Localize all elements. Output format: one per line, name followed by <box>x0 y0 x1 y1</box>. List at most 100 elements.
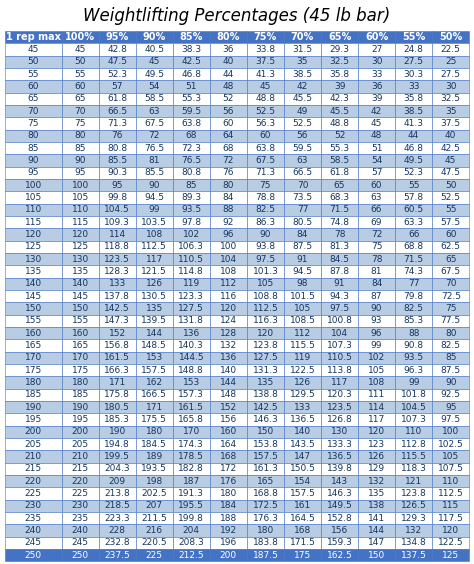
Text: 95: 95 <box>27 168 39 177</box>
Text: 150: 150 <box>72 304 89 313</box>
Bar <box>62 450 99 462</box>
Text: 160: 160 <box>72 329 89 338</box>
Bar <box>284 179 321 191</box>
Text: 117: 117 <box>146 254 163 263</box>
Text: 90: 90 <box>27 156 39 165</box>
Text: 157.5: 157.5 <box>253 452 278 461</box>
Text: 161.5: 161.5 <box>178 403 204 412</box>
Text: 168.8: 168.8 <box>253 489 278 498</box>
Text: 29.3: 29.3 <box>329 45 349 54</box>
Bar <box>99 536 136 549</box>
Bar <box>395 142 432 155</box>
Bar <box>210 364 247 376</box>
Text: 146.3: 146.3 <box>253 415 278 424</box>
Bar <box>5 166 62 179</box>
Bar <box>247 130 284 142</box>
Bar <box>395 56 432 68</box>
Bar <box>99 327 136 340</box>
Text: 77: 77 <box>408 279 419 288</box>
Bar <box>432 204 469 216</box>
Bar <box>173 80 210 92</box>
Text: 166.5: 166.5 <box>141 390 167 399</box>
Bar <box>99 105 136 117</box>
Text: 191.3: 191.3 <box>178 489 204 498</box>
Bar <box>321 512 358 524</box>
Bar <box>62 265 99 277</box>
Text: 180: 180 <box>146 427 163 436</box>
Text: 94.3: 94.3 <box>329 292 349 301</box>
Text: 41.3: 41.3 <box>255 70 275 78</box>
Text: 48.8: 48.8 <box>255 94 275 103</box>
Text: 105: 105 <box>25 193 42 202</box>
Text: 195: 195 <box>72 415 89 424</box>
Text: 75: 75 <box>74 119 86 128</box>
Bar <box>5 401 62 413</box>
Bar <box>173 228 210 241</box>
Text: 150: 150 <box>368 550 385 559</box>
Bar <box>432 43 469 56</box>
Bar <box>62 92 99 105</box>
Text: 101.5: 101.5 <box>290 292 315 301</box>
Text: 60: 60 <box>260 131 271 140</box>
Text: 218.5: 218.5 <box>104 501 130 510</box>
Bar <box>99 204 136 216</box>
Text: 220: 220 <box>25 477 42 486</box>
Bar <box>62 228 99 241</box>
Bar <box>62 438 99 450</box>
Text: 120: 120 <box>368 427 385 436</box>
Bar <box>210 549 247 561</box>
Bar <box>284 351 321 364</box>
Text: 153: 153 <box>146 353 163 362</box>
Bar <box>358 204 395 216</box>
Text: 230: 230 <box>25 501 42 510</box>
Bar <box>395 512 432 524</box>
Bar <box>62 315 99 327</box>
Bar <box>321 241 358 253</box>
Text: 64: 64 <box>223 131 234 140</box>
Text: 162.5: 162.5 <box>327 550 353 559</box>
Bar <box>395 43 432 56</box>
Bar <box>284 142 321 155</box>
Text: 103.5: 103.5 <box>141 218 167 227</box>
Bar <box>136 105 173 117</box>
Text: 90: 90 <box>148 180 160 190</box>
Bar <box>395 290 432 302</box>
Bar <box>5 290 62 302</box>
Bar <box>173 142 210 155</box>
Bar <box>99 179 136 191</box>
Text: 71.5: 71.5 <box>403 254 424 263</box>
Bar <box>284 302 321 315</box>
Bar <box>136 376 173 389</box>
Text: 122.5: 122.5 <box>438 538 464 547</box>
Text: 68: 68 <box>223 144 234 153</box>
Bar <box>432 265 469 277</box>
Bar <box>395 413 432 426</box>
Bar <box>173 401 210 413</box>
Bar <box>284 340 321 351</box>
Text: 132: 132 <box>368 477 385 486</box>
Text: 85%: 85% <box>180 32 203 42</box>
Bar <box>210 142 247 155</box>
Text: 63: 63 <box>297 156 308 165</box>
Bar <box>358 438 395 450</box>
Bar <box>136 413 173 426</box>
Bar <box>210 191 247 204</box>
Bar <box>5 389 62 401</box>
Text: 61.8: 61.8 <box>329 168 350 177</box>
Text: 123.5: 123.5 <box>104 254 130 263</box>
Bar <box>173 450 210 462</box>
Text: 54: 54 <box>371 156 383 165</box>
Text: 30: 30 <box>371 58 383 67</box>
Text: 59.5: 59.5 <box>292 144 312 153</box>
Bar <box>284 277 321 290</box>
Text: 152: 152 <box>109 329 126 338</box>
Text: 60: 60 <box>74 82 86 91</box>
Bar <box>5 80 62 92</box>
Text: 125: 125 <box>72 243 89 252</box>
Text: 39: 39 <box>371 94 383 103</box>
Bar <box>173 56 210 68</box>
Text: 77.5: 77.5 <box>441 316 461 325</box>
Text: 108.8: 108.8 <box>253 292 278 301</box>
Text: 180: 180 <box>72 378 89 387</box>
Text: 245: 245 <box>72 538 89 547</box>
